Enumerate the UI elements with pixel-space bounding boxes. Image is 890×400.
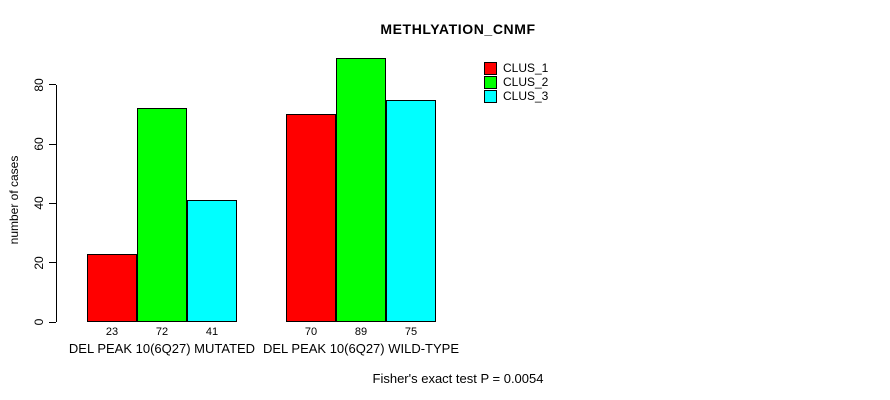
bar-clus_1-group2 [286, 114, 336, 322]
y-tick-label: 40 [32, 196, 46, 211]
legend-item-clus_3: CLUS_3 [484, 89, 548, 103]
legend: CLUS_1 CLUS_2 CLUS_3 [484, 61, 548, 103]
y-tick-label: 80 [32, 78, 46, 92]
x-category-label: DEL PEAK 10(6Q27) WILD-TYPE [262, 341, 460, 356]
y-axis-title: number of cases [7, 155, 21, 245]
bar-value-label: 89 [354, 326, 368, 338]
legend-label: CLUS_3 [503, 89, 549, 103]
y-tick-mark [49, 84, 56, 86]
bar-clus_1-group1 [87, 254, 137, 322]
bar-clus_2-group2 [336, 58, 386, 322]
legend-label: CLUS_2 [503, 75, 549, 89]
y-tick-mark [49, 143, 56, 145]
bar-clus_2-group1 [137, 108, 187, 322]
stat-annotation: Fisher's exact test P = 0.0054 [372, 371, 544, 386]
y-tick-label: 20 [32, 256, 46, 270]
bar-value-label: 75 [404, 326, 418, 338]
legend-label: CLUS_1 [503, 61, 549, 75]
legend-item-clus_2: CLUS_2 [484, 75, 548, 89]
y-tick-label: 0 [32, 318, 46, 326]
bar-value-label: 41 [205, 326, 219, 338]
bar-clus_3-group2 [386, 100, 436, 322]
y-tick-mark [49, 321, 56, 323]
bar-value-label: 70 [304, 326, 318, 338]
legend-swatch-clus_3 [484, 89, 497, 103]
y-tick-label: 60 [32, 137, 46, 151]
y-tick-mark [49, 262, 56, 264]
y-tick-mark [49, 202, 56, 204]
bar-value-label: 23 [105, 326, 119, 338]
chart-title: METHLYATION_CNMF [380, 21, 536, 37]
x-category-label: DEL PEAK 10(6Q27) MUTATED [68, 341, 256, 356]
bar-value-label: 72 [155, 326, 169, 338]
y-axis-line [56, 84, 57, 322]
legend-swatch-clus_1 [484, 61, 497, 75]
bar-clus_3-group1 [187, 200, 237, 322]
legend-item-clus_1: CLUS_1 [484, 61, 548, 75]
legend-swatch-clus_2 [484, 75, 497, 89]
